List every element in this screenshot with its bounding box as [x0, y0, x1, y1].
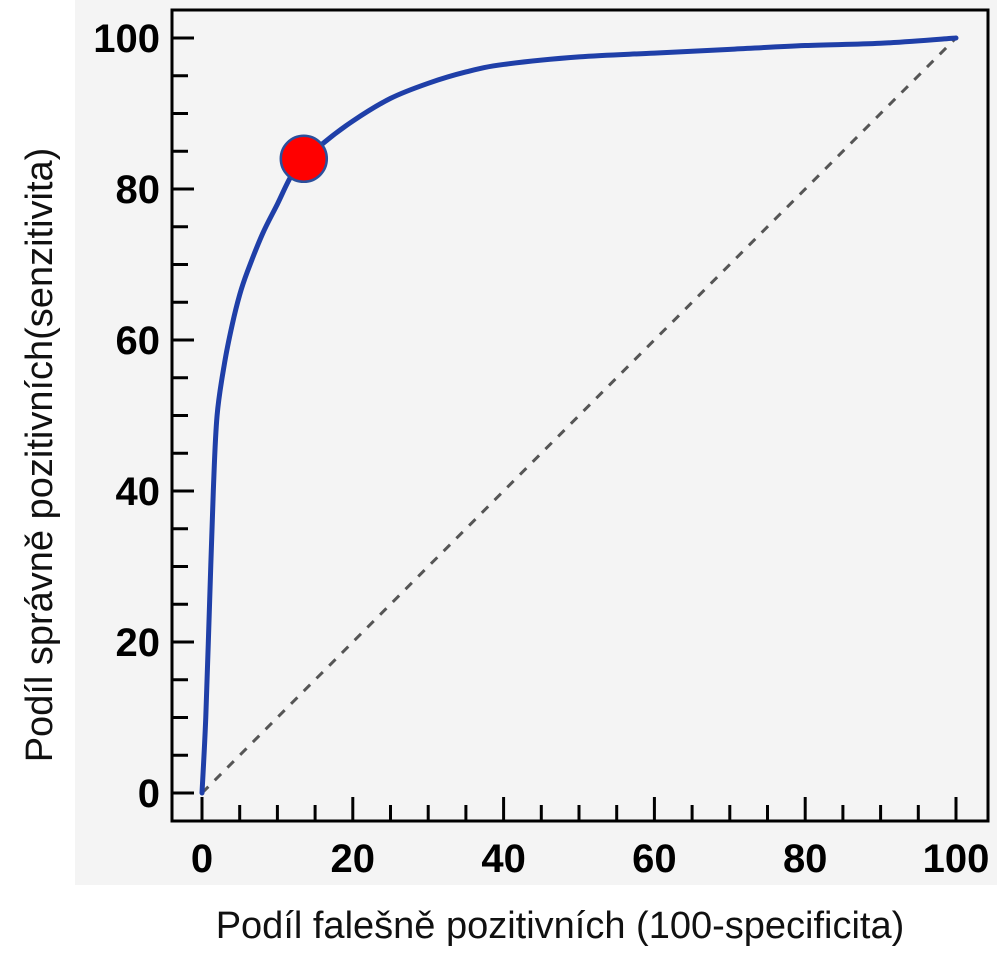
highlighted-cutoff-point: [279, 134, 329, 184]
y-tick-label: 40: [116, 470, 161, 514]
reference-diagonal-line: [200, 36, 958, 795]
y-tick-label: 20: [116, 621, 161, 665]
x-axis-title: Podíl falešně pozitivních (100-specifici…: [216, 905, 905, 947]
y-tick-label: 80: [116, 168, 161, 212]
x-axis: 0 20 40 60 80 100: [191, 797, 990, 881]
y-axis: 0 20 40 60 80 100: [93, 17, 194, 816]
x-tick-label: 80: [783, 837, 828, 881]
y-tick-label: 60: [116, 319, 161, 363]
series-layer: [199, 35, 959, 796]
x-tick-label: 40: [481, 837, 526, 881]
y-tick-label: 100: [93, 17, 160, 61]
x-tick-label: 100: [923, 837, 990, 881]
x-tick-label: 60: [632, 837, 677, 881]
y-axis-title: Podíl správně pozitivních(senzitivita): [19, 148, 61, 763]
y-tick-label: 0: [138, 772, 160, 816]
x-tick-label: 0: [191, 837, 213, 881]
x-tick-label: 20: [331, 837, 376, 881]
